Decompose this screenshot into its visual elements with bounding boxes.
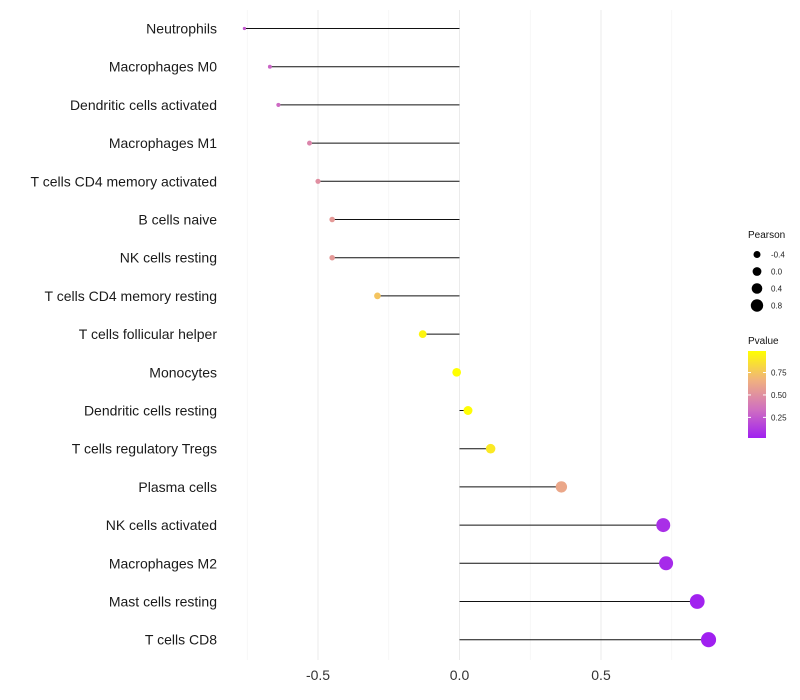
lollipop-point: [267, 64, 272, 69]
category-label: NK cells activated: [106, 517, 217, 533]
size-legend-key: [753, 251, 761, 258]
size-legend-label: 0.4: [771, 285, 783, 294]
category-label: T cells follicular helper: [79, 326, 218, 342]
lollipop-stems: [244, 28, 709, 641]
category-label: Neutrophils: [146, 21, 217, 37]
category-label: T cells CD4 memory activated: [31, 173, 217, 189]
category-labels: Neutrophils Macrophages M0 Dendritic cells…: [31, 21, 218, 648]
lollipop-point: [242, 26, 247, 31]
color-legend-label: 0.50: [771, 391, 787, 400]
size-legend-label: 0.0: [771, 268, 783, 277]
x-tick-label: 0.5: [591, 667, 611, 683]
lollipop-point: [374, 292, 381, 300]
lollipop-point: [485, 443, 496, 454]
category-label: Dendritic cells activated: [70, 97, 217, 113]
category-label: Dendritic cells resting: [84, 403, 217, 419]
lollipop-point: [659, 556, 674, 571]
grid-lines: [246, 10, 673, 660]
lollipop-point: [276, 102, 281, 107]
category-label: Macrophages M1: [109, 135, 217, 151]
lollipop-point: [555, 481, 568, 493]
category-label: Macrophages M0: [109, 59, 217, 75]
x-tick-label: 0.0: [450, 667, 470, 683]
size-legend-label: -0.4: [771, 251, 785, 260]
category-label: Mast cells resting: [109, 594, 217, 610]
x-tick-label: -0.5: [306, 667, 330, 683]
lollipop-point: [656, 518, 671, 533]
lollipop-point: [329, 254, 335, 261]
color-legend-label: 0.25: [771, 413, 787, 422]
size-legend-key: [750, 299, 764, 312]
x-axis-ticks: -0.5 0.0 0.5: [306, 667, 611, 683]
lollipop-points: [242, 26, 717, 648]
lollipop-point: [418, 330, 427, 339]
category-label: Monocytes: [149, 364, 217, 380]
size-legend-key: [751, 283, 763, 294]
category-label: T cells CD8: [145, 632, 217, 648]
lollipop-point: [307, 140, 312, 146]
category-label: T cells CD4 memory resting: [45, 288, 217, 304]
size-legend-title: Pearson: [748, 230, 785, 241]
size-legend-label: 0.8: [771, 302, 783, 311]
lollipop-point: [452, 367, 462, 377]
category-label: NK cells resting: [120, 250, 217, 266]
category-label: B cells naive: [138, 212, 217, 228]
category-label: Macrophages M2: [109, 555, 217, 571]
color-legend: Pvalue 0.75 0.50 0.25: [748, 336, 787, 438]
lollipop-point: [463, 406, 473, 415]
color-legend-title: Pvalue: [748, 336, 779, 347]
color-legend-label: 0.75: [771, 369, 787, 378]
lollipop-point: [700, 632, 717, 648]
category-label: Plasma cells: [138, 479, 217, 495]
lollipop-point: [689, 594, 705, 609]
size-legend: Pearson -0.4 0.0 0.4 0.8: [748, 230, 785, 312]
color-legend-bar: [748, 351, 766, 438]
category-label: T cells regulatory Tregs: [72, 441, 217, 457]
lollipop-point: [329, 216, 335, 223]
size-legend-key: [752, 267, 762, 276]
lollipop-point: [315, 178, 321, 184]
